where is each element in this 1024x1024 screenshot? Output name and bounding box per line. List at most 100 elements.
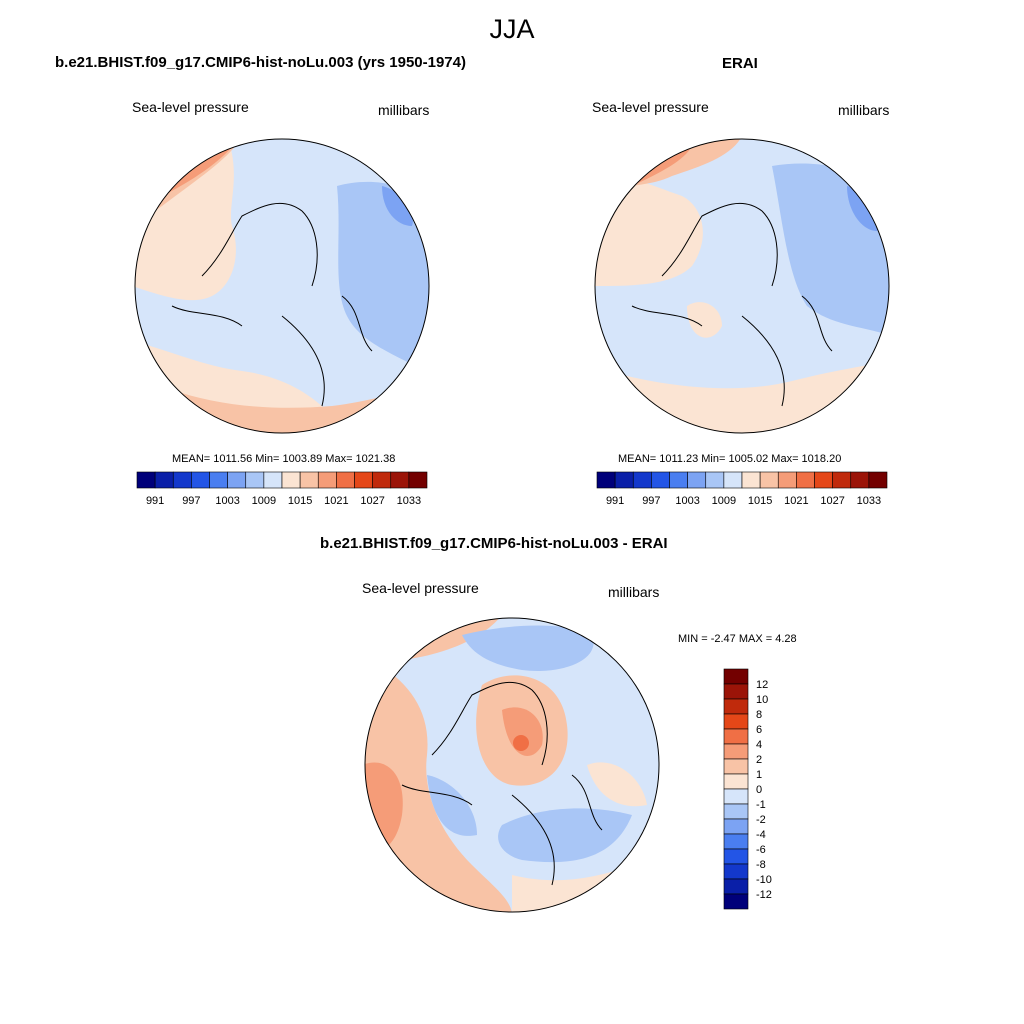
- panel3-field-north-blue: [462, 625, 594, 671]
- colorbar-swatch: [723, 728, 749, 745]
- colorbar-swatch: [723, 668, 749, 685]
- colorbar-swatch: [723, 818, 749, 835]
- panel2-units-label: millibars: [838, 102, 890, 118]
- colorbar-tick-label: 1009: [712, 495, 736, 507]
- colorbar-swatch: [814, 471, 833, 489]
- colorbar-swatch: [651, 471, 670, 489]
- panel1-colorbar: 991 997 1003 1009 1015 1021 1027 1033: [136, 471, 428, 507]
- panel2-field-dark-blue-patch: [847, 186, 878, 231]
- colorbar-tick-label: 991: [146, 495, 164, 507]
- colorbar-swatch: [723, 471, 743, 489]
- panel2-stats: MEAN= 1011.23 Min= 1005.02 Max= 1018.20: [618, 453, 842, 465]
- panel3-variable-label: Sea-level pressure: [362, 580, 479, 596]
- colorbar-tick-label: 10: [756, 694, 768, 706]
- figure-title: JJA: [489, 14, 535, 44]
- colorbar-tick-label: 1015: [288, 495, 312, 507]
- panel1-title: b.e21.BHIST.f09_g17.CMIP6-hist-noLu.003 …: [55, 54, 466, 71]
- panel3-min-max: MIN = -2.47 MAX = 4.28: [678, 633, 797, 645]
- colorbar-swatch: [723, 878, 749, 895]
- colorbar-tick-label: -12: [756, 889, 772, 901]
- colorbar-swatch: [263, 471, 283, 489]
- colorbar-tick-label: 2: [756, 754, 762, 766]
- colorbar-swatch: [154, 471, 174, 489]
- colorbar-tick-label: 997: [182, 495, 200, 507]
- colorbar-swatch: [354, 471, 373, 489]
- colorbar-tick-label: 1003: [215, 495, 239, 507]
- colorbar-tick-label: 1009: [252, 495, 276, 507]
- colorbar-swatch: [723, 788, 749, 805]
- colorbar-swatch: [191, 471, 210, 489]
- panel1-stats: MEAN= 1011.56 Min= 1003.89 Max= 1021.38: [172, 453, 396, 465]
- colorbar-swatch: [868, 471, 888, 489]
- colorbar-tick-label: 1033: [857, 495, 881, 507]
- colorbar-swatch: [632, 471, 652, 489]
- panel2-variable-label: Sea-level pressure: [592, 99, 709, 115]
- colorbar-tick-label: -1: [756, 799, 766, 811]
- colorbar-swatch: [614, 471, 634, 489]
- colorbar-swatch: [723, 803, 749, 820]
- colorbar-swatch: [336, 471, 355, 489]
- colorbar-swatch: [317, 471, 337, 489]
- colorbar-tick-label: 1027: [360, 495, 384, 507]
- colorbar-swatch: [669, 471, 688, 489]
- colorbar-swatch: [299, 471, 319, 489]
- colorbar-swatch: [723, 758, 749, 775]
- colorbar-tick-label: -6: [756, 844, 766, 856]
- colorbar-swatch: [832, 471, 852, 489]
- panel3-field-central-dark: [502, 707, 543, 756]
- colorbar-swatch: [723, 743, 749, 760]
- colorbar-tick-label: 4: [756, 739, 762, 751]
- panel3-units-label: millibars: [608, 584, 660, 600]
- colorbar-swatch: [723, 893, 749, 910]
- colorbar-swatch: [390, 471, 410, 489]
- colorbar-tick-label: 0: [756, 784, 762, 796]
- colorbar-swatch: [723, 683, 749, 700]
- colorbar-tick-label: 1021: [324, 495, 348, 507]
- panel3-field-max-spot: [513, 735, 529, 751]
- colorbar-tick-label: 1033: [397, 495, 421, 507]
- colorbar-swatch: [723, 848, 749, 865]
- colorbar-swatch: [723, 773, 749, 790]
- panel2-colorbar: 991 997 1003 1009 1015 1021 1027 1033: [596, 471, 888, 507]
- colorbar-tick-label: 8: [756, 709, 762, 721]
- colorbar-swatch: [596, 471, 616, 489]
- colorbar-swatch: [850, 471, 870, 489]
- panel1-polar-map: [134, 138, 430, 434]
- colorbar-swatch: [723, 863, 749, 880]
- panel3-field-south-blue: [498, 808, 632, 863]
- colorbar-swatch: [777, 471, 797, 489]
- colorbar-swatch: [281, 471, 301, 489]
- colorbar-tick-label: -2: [756, 814, 766, 826]
- colorbar-swatch: [723, 698, 749, 715]
- panel1-variable-label: Sea-level pressure: [132, 99, 249, 115]
- panel2-coastlines: [631, 202, 833, 407]
- colorbar-swatch: [796, 471, 815, 489]
- colorbar-tick-label: 1021: [784, 495, 808, 507]
- panel2-field-center-orange: [687, 302, 722, 338]
- panel3-coastlines: [401, 681, 603, 886]
- panel2-title: ERAI: [722, 55, 758, 72]
- colorbar-swatch: [723, 713, 749, 730]
- panel1-coastlines: [171, 202, 373, 407]
- colorbar-swatch: [705, 471, 725, 489]
- colorbar-swatch: [408, 471, 428, 489]
- colorbar-swatch: [723, 833, 749, 850]
- colorbar-tick-label: -10: [756, 874, 772, 886]
- colorbar-swatch: [209, 471, 228, 489]
- colorbar-tick-label: 1015: [748, 495, 772, 507]
- colorbar-tick-label: 991: [606, 495, 624, 507]
- colorbar-swatch: [372, 471, 392, 489]
- panel3-polar-map: [364, 617, 660, 913]
- colorbar-tick-label: 6: [756, 724, 762, 736]
- colorbar-tick-label: 1003: [675, 495, 699, 507]
- panel3-field-west-orange: [365, 655, 512, 912]
- colorbar-tick-label: -4: [756, 829, 766, 841]
- colorbar-swatch: [227, 471, 247, 489]
- panel2-polar-map: [594, 138, 890, 434]
- colorbar-swatch: [759, 471, 779, 489]
- panel1-field-dark-blue-patch: [382, 186, 413, 226]
- colorbar-tick-label: 12: [756, 679, 768, 691]
- panel1-units-label: millibars: [378, 102, 430, 118]
- colorbar-tick-label: 1027: [820, 495, 844, 507]
